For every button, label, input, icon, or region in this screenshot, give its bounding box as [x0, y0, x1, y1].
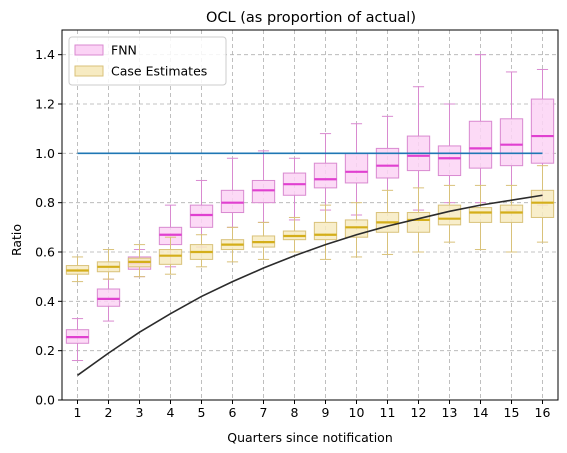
axes: 0.00.20.40.60.81.01.21.41 2 3 4 5 6 7 8 9 10 11 12 1… [35, 47, 550, 420]
y-tick-label: 0.4 [35, 294, 55, 309]
plot-frame [61, 29, 559, 401]
case-estimates-iqr [468, 207, 493, 223]
legend-fnn-swatch [74, 44, 104, 56]
case-estimates-box [220, 226, 245, 263]
y-tick-label: 1.4 [35, 47, 55, 62]
line-layer [77, 152, 543, 376]
y-tick-label: 0.0 [35, 393, 55, 408]
fnn-box [468, 54, 493, 204]
fnn-box [251, 150, 276, 223]
legend-case-estimates-swatch [74, 65, 104, 77]
case-estimates-box [313, 204, 338, 260]
x-tick-label: 15 [504, 405, 520, 420]
fnn-box [344, 123, 369, 216]
fnn-box [65, 318, 90, 362]
case-estimates-iqr [530, 189, 555, 218]
box-layer [65, 54, 555, 362]
x-tick-label: 10 [349, 405, 365, 420]
x-tick-label: 13 [442, 405, 458, 420]
fnn-iqr [499, 118, 524, 167]
legend: FNN Case Estimates [68, 36, 227, 86]
case-estimates-box [189, 234, 214, 268]
case-estimates-iqr [499, 204, 524, 223]
x-tick-label: 12 [411, 405, 427, 420]
fnn-iqr [530, 98, 555, 164]
y-tick-label: 0.8 [35, 195, 55, 210]
fnn-iqr [437, 145, 462, 177]
x-tick-label: 3 [136, 405, 144, 420]
trend-line [77, 194, 543, 376]
x-axis-label: Quarters since notification [227, 430, 393, 445]
chart-title: OCL (as proportion of actual) [206, 10, 416, 26]
case-estimates-box [375, 189, 400, 255]
case-estimates-box [530, 165, 555, 243]
legend-case-estimates-label: Case Estimates [111, 64, 207, 79]
case-estimates-iqr [158, 249, 183, 265]
case-estimates-iqr [406, 212, 431, 233]
fnn-iqr [220, 189, 245, 214]
fnn-iqr [313, 162, 338, 189]
case-estimates-box [468, 184, 493, 251]
case-estimates-box [65, 256, 90, 283]
x-tick-label: 11 [380, 405, 396, 420]
x-tick-label: 5 [198, 405, 206, 420]
x-tick-label: 7 [260, 405, 268, 420]
case-estimates-box [344, 202, 369, 258]
x-tick-label: 2 [105, 405, 113, 420]
case-estimates-box [282, 216, 307, 253]
x-tick-label: 14 [473, 405, 489, 420]
y-tick-label: 0.2 [35, 343, 55, 358]
x-tick-label: 16 [535, 405, 551, 420]
y-tick-label: 0.6 [35, 245, 55, 260]
fnn-box [96, 278, 121, 322]
case-estimates-iqr [437, 204, 462, 226]
y-tick-label: 1.2 [35, 97, 55, 112]
fnn-iqr [96, 288, 121, 307]
x-tick-label: 6 [229, 405, 237, 420]
fnn-iqr [344, 152, 369, 184]
fnn-iqr [375, 147, 400, 179]
x-tick-label: 8 [291, 405, 299, 420]
case-estimates-box [127, 244, 152, 278]
x-tick-label: 4 [167, 405, 175, 420]
legend-fnn-label: FNN [111, 43, 137, 58]
y-axis-label: Ratio [9, 224, 24, 256]
case-estimates-box [251, 221, 276, 260]
fnn-box [313, 133, 338, 211]
case-estimates-box [158, 236, 183, 275]
legend-frame [68, 36, 227, 86]
x-tick-label: 9 [322, 405, 330, 420]
fnn-iqr [189, 204, 214, 228]
fnn-iqr [251, 179, 276, 204]
fnn-box [220, 157, 245, 228]
fnn-box [282, 157, 307, 221]
case-estimates-iqr [313, 221, 338, 241]
fnn-iqr [468, 120, 493, 169]
case-estimates-box [499, 184, 524, 253]
case-estimates-box [96, 249, 121, 280]
y-tick-label: 1.0 [35, 146, 55, 161]
x-tick-label: 1 [74, 405, 82, 420]
